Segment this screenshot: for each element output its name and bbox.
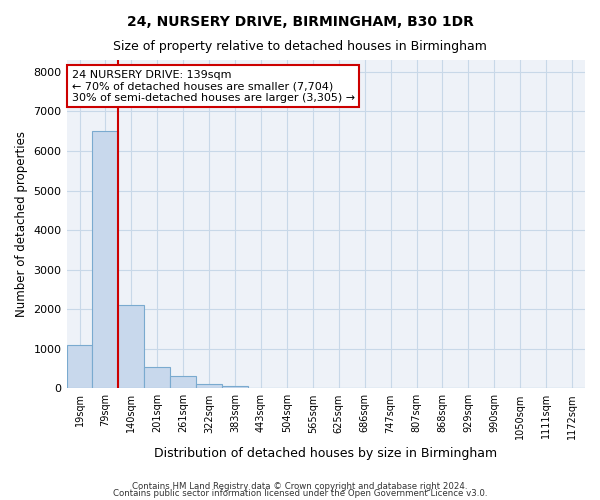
Bar — [145, 366, 170, 388]
Text: Contains HM Land Registry data © Crown copyright and database right 2024.: Contains HM Land Registry data © Crown c… — [132, 482, 468, 491]
Text: Contains public sector information licensed under the Open Government Licence v3: Contains public sector information licen… — [113, 489, 487, 498]
Bar — [92, 131, 118, 388]
Y-axis label: Number of detached properties: Number of detached properties — [15, 131, 28, 317]
Text: 24, NURSERY DRIVE, BIRMINGHAM, B30 1DR: 24, NURSERY DRIVE, BIRMINGHAM, B30 1DR — [127, 15, 473, 29]
X-axis label: Distribution of detached houses by size in Birmingham: Distribution of detached houses by size … — [154, 447, 497, 460]
Text: 24 NURSERY DRIVE: 139sqm
← 70% of detached houses are smaller (7,704)
30% of sem: 24 NURSERY DRIVE: 139sqm ← 70% of detach… — [72, 70, 355, 103]
Bar — [196, 384, 222, 388]
Bar — [67, 345, 92, 389]
Bar — [118, 305, 145, 388]
Text: Size of property relative to detached houses in Birmingham: Size of property relative to detached ho… — [113, 40, 487, 53]
Bar — [170, 376, 196, 388]
Bar — [222, 386, 248, 388]
